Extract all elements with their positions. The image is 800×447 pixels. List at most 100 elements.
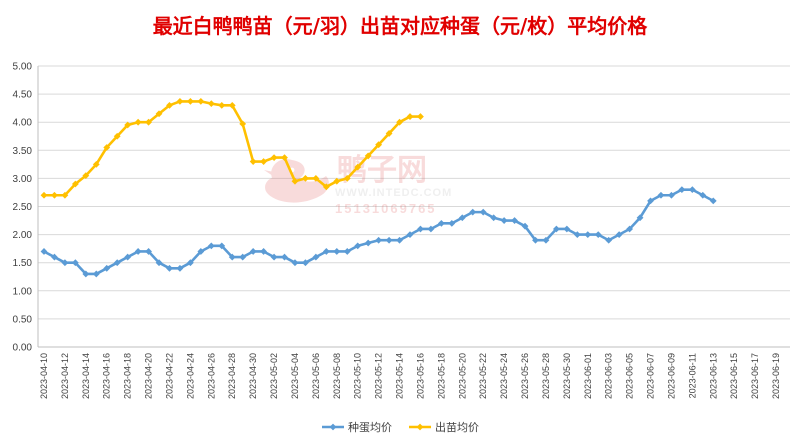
x-tick-label: 2023-06-07 xyxy=(646,353,656,399)
data-point xyxy=(71,259,79,267)
data-point xyxy=(103,264,111,272)
data-point xyxy=(228,253,236,261)
data-point xyxy=(343,248,351,255)
data-point xyxy=(82,270,90,278)
data-point xyxy=(270,253,278,261)
data-point xyxy=(40,248,48,255)
chart-title: 最近白鸭鸭苗（元/羽）出苗对应种蛋（元/枚）平均价格 xyxy=(153,14,649,38)
gridlines xyxy=(38,65,790,320)
x-tick-label: 2023-05-24 xyxy=(499,353,509,399)
data-point xyxy=(51,253,58,261)
data-point xyxy=(406,113,414,120)
x-tick-label: 2023-04-10 xyxy=(39,353,49,399)
data-point xyxy=(312,175,320,182)
x-tick-label: 2023-05-04 xyxy=(290,353,300,399)
data-point xyxy=(553,225,560,233)
y-tick-label: 0.00 xyxy=(13,343,33,354)
data-point xyxy=(584,231,592,238)
data-point xyxy=(406,231,414,238)
y-tick-label: 2.00 xyxy=(13,230,33,241)
y-tick-label: 1.00 xyxy=(13,286,33,297)
data-point xyxy=(176,98,184,105)
data-point xyxy=(239,253,247,261)
x-tick-label: 2023-06-03 xyxy=(604,353,614,399)
x-tick-label: 2023-04-24 xyxy=(185,353,195,399)
data-point xyxy=(187,98,194,105)
data-point xyxy=(605,236,613,244)
data-point xyxy=(155,259,163,267)
data-point xyxy=(647,197,654,205)
data-point xyxy=(197,248,205,255)
data-point xyxy=(375,141,383,149)
y-tick-label: 3.50 xyxy=(13,146,33,157)
data-point xyxy=(312,253,320,261)
x-tick-label: 2023-05-10 xyxy=(353,353,363,399)
data-point xyxy=(542,236,550,244)
x-axis-ticks: 2023-04-10 2023-04-12 2023-04-14 2023-04-16… xyxy=(39,353,781,399)
data-point xyxy=(563,225,571,233)
data-point xyxy=(92,160,100,168)
data-point xyxy=(260,158,267,165)
data-point xyxy=(40,191,48,199)
x-tick-label: 2023-05-08 xyxy=(332,353,342,399)
data-point xyxy=(145,248,152,255)
data-point xyxy=(134,248,142,255)
x-tick-label: 2023-04-14 xyxy=(81,353,91,399)
data-point xyxy=(113,132,121,140)
watermark-phone: 15131069765 xyxy=(335,201,437,216)
legend-item: 种蛋均价 xyxy=(322,420,392,434)
y-tick-label: 4.00 xyxy=(13,118,33,129)
data-point xyxy=(92,270,100,278)
data-point xyxy=(448,219,456,227)
y-tick-label: 2.50 xyxy=(13,202,33,213)
data-point xyxy=(218,101,226,109)
x-tick-label: 2023-04-28 xyxy=(227,353,237,399)
data-point xyxy=(134,118,142,126)
x-tick-label: 2023-06-09 xyxy=(666,353,676,399)
data-point xyxy=(291,177,299,185)
data-point xyxy=(615,231,623,238)
data-point xyxy=(302,259,309,267)
y-axis-ticks: 0.00 0.50 1.00 1.50 2.00 2.50 3.00 3.50 4.00 4.50… xyxy=(13,62,33,354)
data-point xyxy=(176,264,184,272)
legend-swatch-marker xyxy=(416,423,424,431)
x-tick-label: 2023-04-22 xyxy=(164,353,174,399)
data-point xyxy=(228,101,236,109)
data-point xyxy=(281,154,288,162)
x-tick-label: 2023-05-22 xyxy=(478,353,488,399)
x-tick-label: 2023-06-01 xyxy=(583,353,593,399)
data-point xyxy=(354,163,362,171)
data-point xyxy=(532,236,539,244)
x-tick-label: 2023-05-30 xyxy=(562,353,572,399)
data-point xyxy=(249,248,257,255)
data-point xyxy=(385,236,393,244)
x-tick-label: 2023-06-05 xyxy=(625,353,635,399)
data-point xyxy=(458,214,466,222)
data-point xyxy=(500,217,508,224)
x-tick-label: 2023-05-18 xyxy=(436,353,446,399)
data-point xyxy=(364,152,372,160)
data-point xyxy=(71,180,79,188)
data-point xyxy=(281,253,288,261)
data-point xyxy=(302,175,309,182)
data-point xyxy=(82,172,90,179)
data-point xyxy=(239,120,247,128)
data-point xyxy=(187,259,194,267)
data-point xyxy=(417,225,424,233)
x-tick-label: 2023-06-11 xyxy=(687,353,697,398)
data-point xyxy=(699,191,707,199)
data-point xyxy=(166,101,173,109)
data-point xyxy=(688,186,696,194)
x-tick-label: 2023-06-17 xyxy=(750,353,760,399)
x-tick-label: 2023-05-26 xyxy=(520,353,530,399)
x-tick-label: 2023-05-12 xyxy=(374,353,384,399)
data-point xyxy=(594,231,602,238)
data-point xyxy=(626,225,633,233)
data-point xyxy=(333,177,341,185)
data-point xyxy=(61,259,69,267)
x-tick-label: 2023-04-12 xyxy=(60,353,70,399)
y-tick-label: 1.50 xyxy=(13,258,33,269)
watermark: 鸭子网 WWW.INTEDC.COM 15131069765 xyxy=(264,153,451,216)
x-tick-label: 2023-05-02 xyxy=(269,353,279,399)
